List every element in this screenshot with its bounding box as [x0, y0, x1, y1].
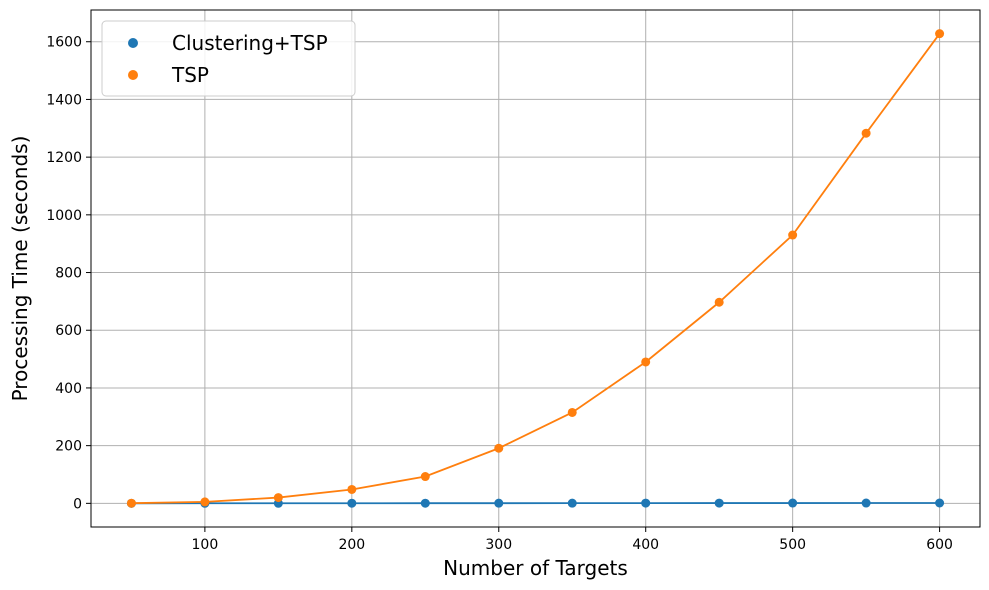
- legend-label: Clustering+TSP: [172, 31, 328, 55]
- legend-box: [101, 20, 356, 97]
- data-point: [200, 497, 210, 507]
- legend-marker: [128, 70, 138, 80]
- y-tick-label: 1200: [46, 150, 82, 166]
- series-line: [131, 33, 941, 505]
- y-tick-label: 200: [55, 439, 82, 455]
- data-point: [935, 498, 945, 508]
- y-tick-label: 0: [73, 496, 82, 512]
- y-tick-label: 1400: [46, 92, 82, 108]
- data-point: [567, 498, 577, 508]
- y-tick-label: 1000: [46, 208, 82, 224]
- y-tick-label: 400: [55, 381, 82, 397]
- data-point: [273, 493, 283, 503]
- series-tsp: [126, 29, 945, 508]
- legend: Clustering+TSP TSP: [101, 20, 356, 97]
- data-point: [567, 407, 577, 417]
- y-axis-ticks: 0 200 400 600 800 1000 1200 1400 1600: [46, 35, 91, 512]
- x-axis-label: Number of Targets: [443, 556, 628, 580]
- x-tick-label: 500: [779, 537, 806, 553]
- data-point: [788, 230, 798, 240]
- data-point: [861, 128, 871, 138]
- x-tick-label: 300: [485, 537, 512, 553]
- grid: [91, 10, 980, 527]
- data-point: [347, 484, 357, 494]
- data-point: [788, 498, 798, 508]
- legend-marker: [128, 38, 138, 48]
- x-tick-label: 200: [338, 537, 365, 553]
- y-tick-label: 600: [55, 323, 82, 339]
- x-axis-ticks: 100 200 300 400 500 600: [192, 527, 953, 553]
- data-point: [420, 472, 430, 482]
- data-point: [641, 357, 651, 367]
- data-point: [935, 29, 945, 39]
- data-point: [347, 498, 357, 508]
- y-axis-label: Processing Time (seconds): [8, 136, 32, 402]
- data-point: [714, 498, 724, 508]
- data-point: [641, 498, 651, 508]
- legend-label: TSP: [171, 63, 209, 87]
- x-tick-label: 100: [192, 537, 219, 553]
- data-point: [494, 443, 504, 453]
- data-point: [861, 498, 871, 508]
- plot-frame: [90, 9, 981, 528]
- data-point: [126, 498, 136, 508]
- data-point: [714, 297, 724, 307]
- y-tick-label: 1600: [46, 35, 82, 51]
- data-point: [420, 498, 430, 508]
- series-layer: [126, 29, 945, 508]
- x-tick-label: 400: [632, 537, 659, 553]
- y-tick-label: 800: [55, 266, 82, 282]
- x-tick-label: 600: [926, 537, 953, 553]
- data-point: [494, 498, 504, 508]
